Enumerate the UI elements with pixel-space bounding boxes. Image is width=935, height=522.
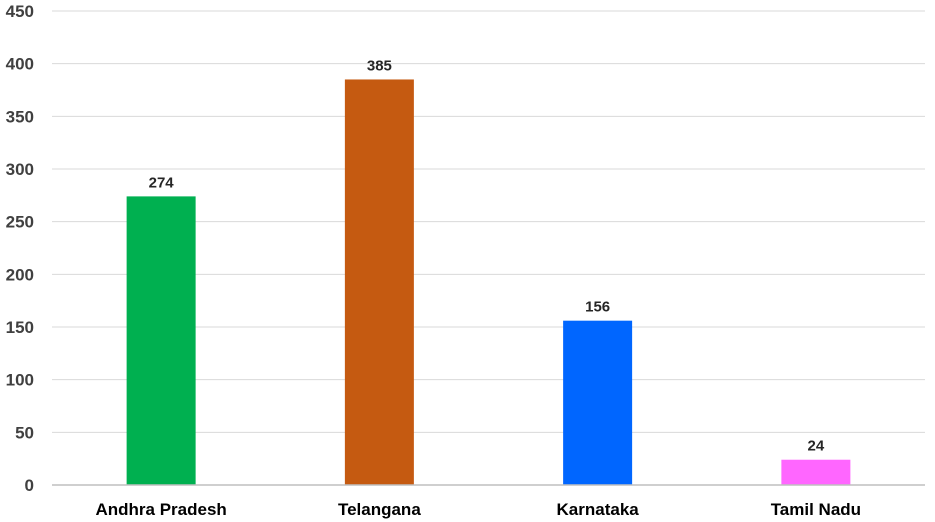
y-tick-label-400: 400 (6, 55, 34, 74)
data-label-andhra-pradesh: 274 (149, 174, 175, 191)
y-tick-label-350: 350 (6, 107, 34, 126)
bars (126, 79, 851, 486)
x-category-label-andhra-pradesh: Andhra Pradesh (95, 500, 226, 519)
y-tick-label-300: 300 (6, 160, 34, 179)
gridlines (52, 10, 925, 433)
data-label-karnataka: 156 (585, 299, 610, 316)
y-axis-tick-labels: 0 50 100 150 200 250 300 350 400 450 (6, 2, 34, 495)
data-label-tamil-nadu: 24 (808, 438, 825, 455)
x-category-label-tamil-nadu: Tamil Nadu (771, 500, 861, 519)
y-tick-label-250: 250 (6, 213, 34, 232)
y-tick-label-200: 200 (6, 265, 34, 284)
x-category-label-telangana: Telangana (338, 500, 421, 519)
bar-tamil-nadu (781, 459, 851, 485)
data-labels: 274 385 156 24 (149, 57, 825, 454)
bar-karnataka (563, 320, 633, 485)
y-tick-label-50: 50 (15, 423, 34, 442)
bar-telangana (344, 79, 414, 485)
y-tick-label-0: 0 (25, 476, 34, 495)
x-axis-category-labels: Andhra Pradesh Telangana Karnataka Tamil Na… (95, 500, 861, 519)
x-category-label-karnataka: Karnataka (557, 500, 640, 519)
y-tick-label-150: 150 (6, 318, 34, 337)
y-tick-label-450: 450 (6, 2, 34, 21)
y-tick-label-100: 100 (6, 371, 34, 390)
data-label-telangana: 385 (367, 57, 392, 74)
bar-andhra-pradesh (126, 196, 196, 486)
